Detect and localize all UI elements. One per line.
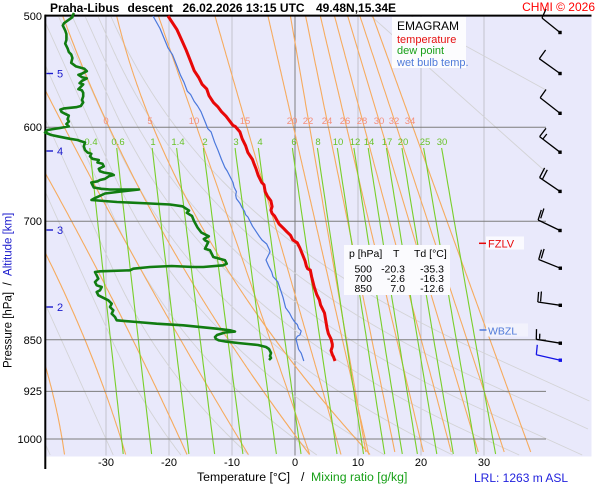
svg-text:-20.3: -20.3 xyxy=(381,264,405,276)
svg-text:dew point: dew point xyxy=(397,45,444,57)
svg-text:Temperature [°C]/Mixing ratio: Temperature [°C] / Mixing ratio [g/kg] xyxy=(197,470,407,484)
svg-text:WBZL: WBZL xyxy=(488,326,517,338)
svg-text:17: 17 xyxy=(382,137,393,148)
svg-text:0.6: 0.6 xyxy=(111,137,124,148)
svg-text:20: 20 xyxy=(287,116,298,127)
svg-text:30: 30 xyxy=(478,457,490,469)
svg-text:10: 10 xyxy=(189,116,200,127)
svg-text:2: 2 xyxy=(202,137,207,148)
svg-text:3: 3 xyxy=(57,225,63,237)
svg-text:1: 1 xyxy=(150,137,155,148)
svg-text:10: 10 xyxy=(352,457,364,469)
svg-text:850: 850 xyxy=(24,335,42,347)
svg-text:FZLV: FZLV xyxy=(488,239,515,251)
svg-text:LRL: 1263 m ASL: LRL: 1263 m ASL xyxy=(474,471,568,485)
svg-text:20: 20 xyxy=(415,457,427,469)
svg-text:-20: -20 xyxy=(161,457,177,469)
svg-text:-2.6: -2.6 xyxy=(387,273,405,285)
svg-text:wet bulb temp.: wet bulb temp. xyxy=(396,57,469,69)
svg-text:5: 5 xyxy=(147,116,152,127)
svg-text:temperature: temperature xyxy=(397,34,456,46)
svg-text:26: 26 xyxy=(340,116,351,127)
svg-text:EMAGRAM: EMAGRAM xyxy=(397,19,459,33)
svg-text:4: 4 xyxy=(57,146,63,158)
svg-text:14: 14 xyxy=(364,137,375,148)
svg-text:700: 700 xyxy=(24,216,42,228)
svg-text:7.0: 7.0 xyxy=(390,283,405,295)
svg-text:600: 600 xyxy=(24,122,42,134)
svg-text:700: 700 xyxy=(354,273,372,285)
svg-text:34: 34 xyxy=(405,116,416,127)
svg-text:32: 32 xyxy=(389,116,400,127)
svg-text:0: 0 xyxy=(292,457,298,469)
svg-text:1.4: 1.4 xyxy=(171,137,184,148)
svg-text:-30: -30 xyxy=(98,457,114,469)
svg-text:4: 4 xyxy=(257,137,262,148)
svg-text:22: 22 xyxy=(303,116,314,127)
svg-text:5: 5 xyxy=(57,69,63,81)
svg-text:1000: 1000 xyxy=(18,434,42,446)
svg-text:8: 8 xyxy=(315,137,320,148)
svg-text:850: 850 xyxy=(354,283,372,295)
svg-text:2: 2 xyxy=(57,302,63,314)
svg-text:-16.3: -16.3 xyxy=(420,273,444,285)
svg-text:-12.6: -12.6 xyxy=(420,283,444,295)
svg-text:10: 10 xyxy=(333,137,344,148)
svg-text:CHMI © 2026: CHMI © 2026 xyxy=(522,0,595,14)
svg-text:24: 24 xyxy=(322,116,333,127)
svg-text:Td [°C]: Td [°C] xyxy=(414,248,447,260)
svg-text:30: 30 xyxy=(374,116,385,127)
svg-text:15: 15 xyxy=(240,116,251,127)
svg-text:p [hPa]: p [hPa] xyxy=(349,248,382,260)
svg-text:12: 12 xyxy=(350,137,361,148)
svg-text:925: 925 xyxy=(24,386,42,398)
svg-text:25: 25 xyxy=(420,137,431,148)
svg-text:0.4: 0.4 xyxy=(84,137,97,148)
svg-text:30: 30 xyxy=(437,137,448,148)
svg-text:3: 3 xyxy=(233,137,238,148)
svg-text:20: 20 xyxy=(398,137,409,148)
svg-text:500: 500 xyxy=(24,11,42,23)
svg-text:-35.3: -35.3 xyxy=(420,264,444,276)
svg-text:-10: -10 xyxy=(224,457,240,469)
svg-text:6: 6 xyxy=(291,137,296,148)
svg-text:500: 500 xyxy=(354,264,372,276)
svg-text:28: 28 xyxy=(357,116,368,127)
svg-text:T: T xyxy=(393,248,400,260)
svg-text:Pressure [hPa] / Altitude [k: Pressure [hPa] / Altitude [km] xyxy=(3,213,15,368)
svg-text:0: 0 xyxy=(103,116,108,127)
